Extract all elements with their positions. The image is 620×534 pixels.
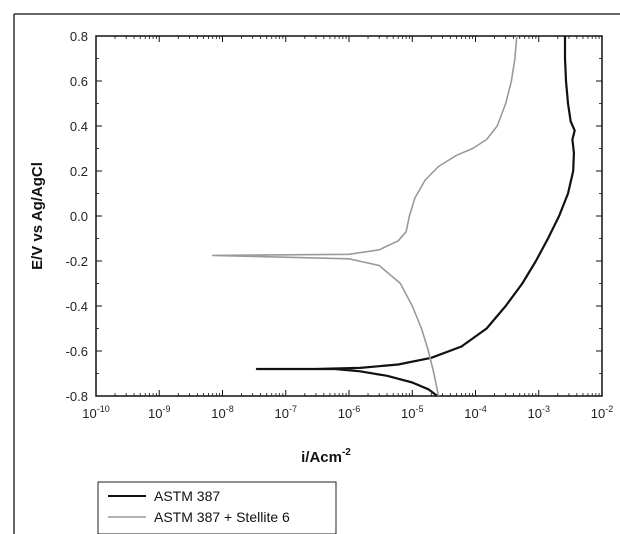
legend: ASTM 387 ASTM 387 + Stellite 6: [97, 481, 337, 534]
legend-box: [97, 481, 337, 534]
plot-area: [95, 35, 603, 397]
x-axis-label: i/Acm-2: [301, 447, 351, 466]
y-tick-label: 0.0: [70, 209, 88, 224]
x-axis-label-text: i/Acm: [301, 449, 342, 466]
x-tick-label: 10-8: [211, 404, 233, 421]
y-tick-label: -0.4: [66, 299, 88, 314]
x-tick-label: 10-6: [338, 404, 360, 421]
legend-label-astm-387: ASTM 387: [154, 488, 220, 504]
y-tick-label: -0.8: [66, 389, 88, 404]
y-tick-label: 0.8: [70, 29, 88, 44]
x-tick-label: 10-10: [82, 404, 109, 421]
y-tick-label: 0.4: [70, 119, 88, 134]
x-tick-label: 10-9: [148, 404, 170, 421]
y-tick-label: -0.2: [66, 254, 88, 269]
series-line-astm-387: [255, 36, 576, 397]
x-axis-label-exponent: -2: [342, 447, 351, 458]
y-axis-label: E/V vs Ag/AgCl: [29, 162, 46, 270]
x-tick-label: 10-7: [275, 404, 297, 421]
series-line-astm-387-stellite-6: [211, 35, 518, 397]
x-tick-label: 10-3: [528, 404, 550, 421]
y-tick-label: -0.6: [66, 344, 88, 359]
y-tick-label: 0.6: [70, 74, 88, 89]
legend-label-astm-387-stellite-6: ASTM 387 + Stellite 6: [154, 509, 290, 525]
x-tick-label: 10-5: [401, 404, 423, 421]
x-tick-label: 10-2: [591, 404, 613, 421]
y-tick-label: 0.2: [70, 164, 88, 179]
x-tick-label: 10-4: [464, 404, 486, 421]
